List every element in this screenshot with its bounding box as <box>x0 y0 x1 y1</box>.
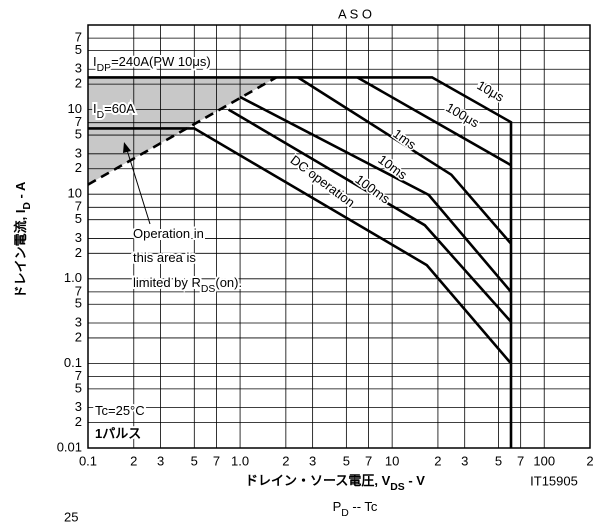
y-tick-label: 5 <box>75 296 82 311</box>
y-tick-label: 5 <box>75 42 82 57</box>
annotation-part: DS <box>201 284 216 295</box>
x-tick-label: 1.0 <box>231 453 249 468</box>
x-tick-label: 7 <box>213 453 220 468</box>
next-chart-title-part: P <box>333 499 342 514</box>
x-tick-label: 5 <box>343 453 350 468</box>
x-tick-label: 7 <box>365 453 372 468</box>
figure-code: IT15905 <box>530 473 578 488</box>
y-tick-label: 7 <box>75 283 82 298</box>
y-tick-label: 3 <box>75 145 82 160</box>
y-tick-label: 1.0 <box>64 270 82 285</box>
annotation-part: (on). <box>215 275 242 290</box>
annotation: 1パルス <box>95 426 141 441</box>
x-tick-label: 100 <box>533 453 555 468</box>
arrow-line <box>126 149 151 225</box>
soa-line <box>88 127 512 365</box>
x-tick-label: 7 <box>517 453 524 468</box>
y-tick-label: 10 <box>68 101 82 116</box>
plot-frame <box>87 24 591 449</box>
annotation-part: =60A <box>104 101 135 116</box>
x-axis-label-part: - V <box>405 473 426 488</box>
rds-limit-line <box>87 76 277 186</box>
x-axis-label-part: DS <box>390 482 405 493</box>
y-tick-label: 2 <box>75 329 82 344</box>
y-tick-label: 3 <box>75 314 82 329</box>
y-tick-label: 3 <box>75 61 82 76</box>
y-tick-label: 2 <box>75 414 82 429</box>
arrow-head <box>123 142 131 153</box>
soa-line <box>239 95 512 293</box>
y-tick-label: 7 <box>75 199 82 214</box>
x-tick-label: 3 <box>157 453 164 468</box>
soa-line <box>297 76 512 245</box>
annotation-part: Tc=25°C <box>95 403 145 418</box>
annotation-part: D <box>97 110 105 121</box>
x-tick-label: 10 <box>385 453 399 468</box>
annotation-part: I <box>93 101 97 116</box>
labels-layer: 0.1 2 3 5 7 1.0 2 3 5 7 10 2 3 5 7 100 27532107532107532… <box>13 6 593 524</box>
x-axis-label: ドレイン・ソース電圧, VDS - V <box>245 473 425 493</box>
x-tick-label: 0.1 <box>79 453 97 468</box>
annotation-part: limited by R <box>133 275 201 290</box>
annotation-part: Operation in <box>133 226 204 241</box>
annotation: ID=60A <box>93 101 135 121</box>
soa-line <box>88 76 513 448</box>
x-tick-label: 2 <box>586 453 593 468</box>
next-chart-title-part: -- Tc <box>349 499 378 514</box>
annotation-part: DP <box>97 63 112 74</box>
y-tick-label: 5 <box>75 211 82 226</box>
y-axis-label-part: D <box>22 202 33 210</box>
grid-layer <box>87 25 591 449</box>
y-tick-label: 7 <box>75 30 82 45</box>
annotation-part: =240A(PW 10μs) <box>111 54 211 69</box>
y-tick-label: 3 <box>75 230 82 245</box>
y-tick-label: 0.1 <box>64 355 82 370</box>
y-tick-label: 5 <box>75 380 82 395</box>
page-number: 25 <box>64 509 78 524</box>
x-tick-label: 2 <box>434 453 441 468</box>
lines-layer <box>87 76 513 448</box>
y-tick-label: 10 <box>68 186 82 201</box>
next-chart-title-part: D <box>341 508 349 519</box>
x-tick-label: 2 <box>130 453 137 468</box>
next-chart-title: PD -- Tc <box>333 499 378 519</box>
x-tick-label: 2 <box>282 453 289 468</box>
annotation: Tc=25°C <box>95 403 145 418</box>
y-tick-label: 7 <box>75 114 82 129</box>
chart-title: A S O <box>338 6 372 21</box>
annotation-part: this area is <box>133 250 196 265</box>
annotation: limited by RDS(on). <box>133 275 242 295</box>
y-axis-label-part: - A <box>13 181 28 202</box>
annotation: this area is <box>133 250 196 265</box>
y-tick-label: 0.01 <box>57 439 82 454</box>
x-tick-label: 3 <box>461 453 468 468</box>
annotation: Operation in <box>133 226 204 241</box>
soa-line <box>227 108 512 323</box>
soa-line <box>356 76 512 167</box>
y-axis-label: ドレイン電流, ID - A <box>13 181 33 298</box>
y-tick-label: 2 <box>75 160 82 175</box>
y-axis-label-part: ドレイン電流, I <box>13 210 28 299</box>
y-tick-label: 2 <box>75 76 82 91</box>
annotation-part: 1パルス <box>95 426 141 441</box>
x-tick-label: 5 <box>191 453 198 468</box>
annotation: IDP=240A(PW 10μs) <box>93 54 211 74</box>
x-tick-label: 5 <box>495 453 502 468</box>
y-tick-label: 5 <box>75 127 82 142</box>
annotation-part: I <box>93 54 97 69</box>
x-axis-label-part: ドレイン・ソース電圧, V <box>245 473 391 488</box>
y-tick-label: 7 <box>75 368 82 383</box>
x-tick-label: 3 <box>309 453 316 468</box>
y-tick-label: 2 <box>75 245 82 260</box>
y-tick-label: 3 <box>75 399 82 414</box>
